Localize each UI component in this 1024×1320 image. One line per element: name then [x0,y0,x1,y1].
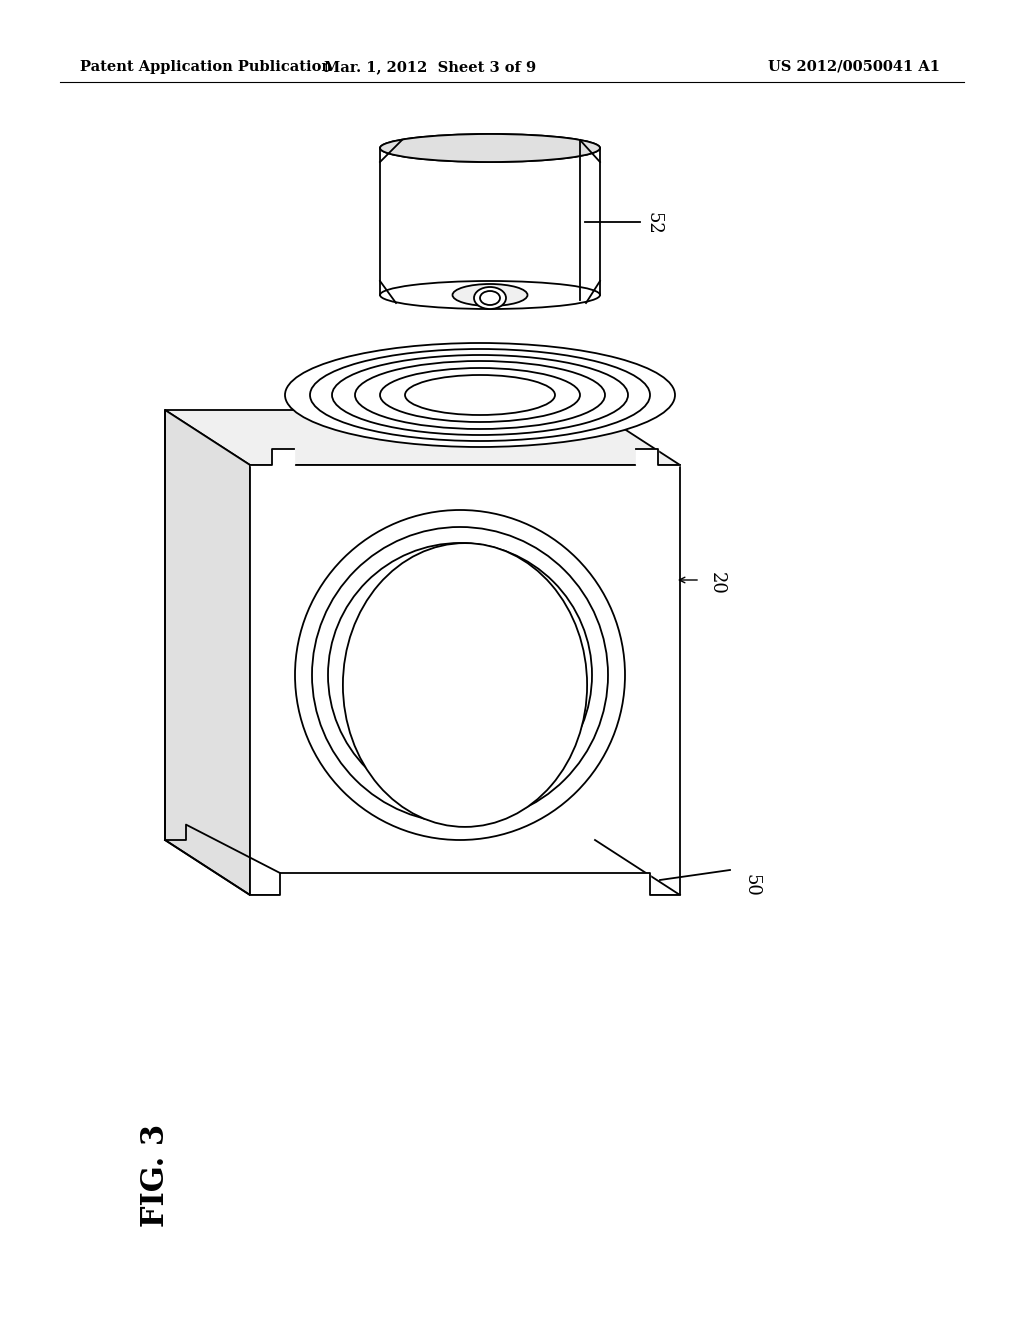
Circle shape [312,527,608,822]
Text: US 2012/0050041 A1: US 2012/0050041 A1 [768,59,940,74]
Ellipse shape [380,135,600,162]
Text: 20: 20 [708,572,726,594]
FancyBboxPatch shape [380,148,600,294]
Ellipse shape [474,286,506,309]
Ellipse shape [310,348,650,441]
Ellipse shape [380,281,600,309]
Ellipse shape [406,375,555,414]
Polygon shape [165,411,680,465]
Ellipse shape [332,355,628,436]
Text: 52: 52 [644,213,662,235]
Text: Patent Application Publication: Patent Application Publication [80,59,332,74]
Polygon shape [250,449,294,465]
Polygon shape [165,411,250,895]
Ellipse shape [285,343,675,447]
Text: 50: 50 [742,874,760,896]
Ellipse shape [453,284,527,306]
Ellipse shape [380,135,600,162]
Polygon shape [250,873,680,917]
Polygon shape [250,465,680,895]
Ellipse shape [480,290,500,305]
Polygon shape [636,449,680,465]
Circle shape [295,510,625,840]
Text: FIG. 3: FIG. 3 [139,1123,171,1226]
Ellipse shape [343,543,587,826]
Circle shape [328,543,592,807]
Text: Mar. 1, 2012  Sheet 3 of 9: Mar. 1, 2012 Sheet 3 of 9 [324,59,536,74]
Ellipse shape [380,368,580,422]
Ellipse shape [355,360,605,429]
